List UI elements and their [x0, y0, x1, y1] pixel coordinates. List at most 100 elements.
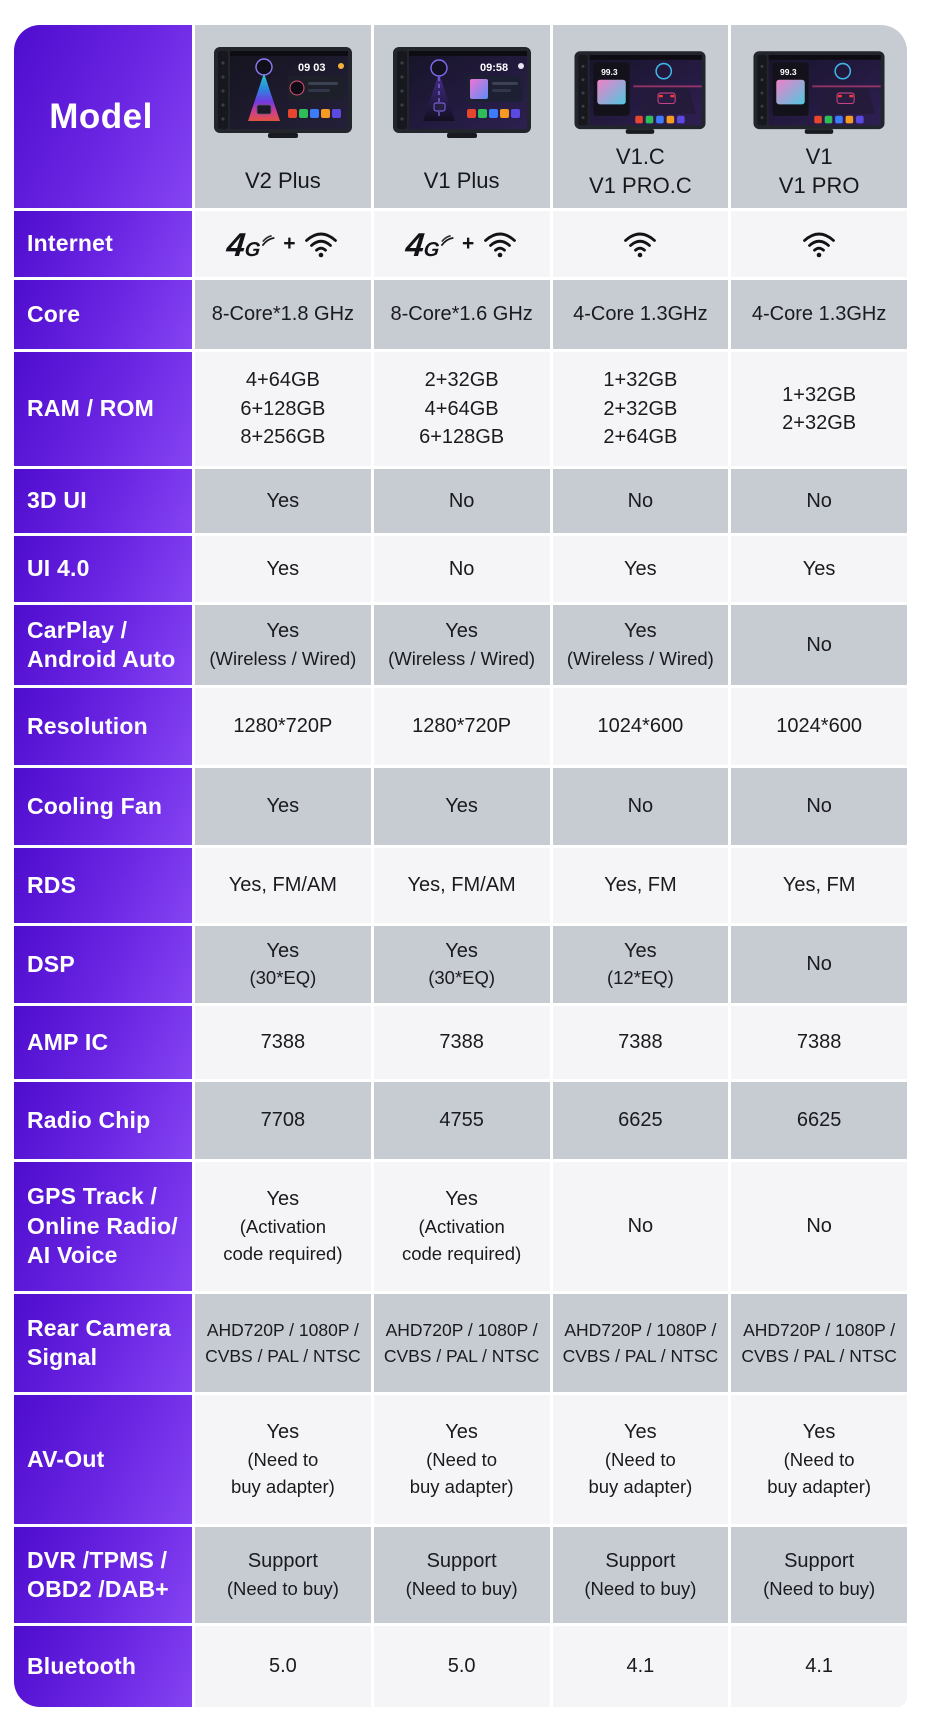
table-cell: 4.1: [552, 1626, 729, 1707]
table-cell: Yes: [195, 536, 371, 602]
cell-text: No: [627, 1215, 654, 1238]
row-label-text: Signal: [27, 1344, 98, 1370]
cell-text: Yes: [445, 620, 478, 643]
table-cell: Yes: [731, 536, 907, 602]
product-name-line: V2 Plus: [244, 168, 321, 194]
table-cell: Yes (Activation code required): [195, 1162, 371, 1291]
cell-text: CVBS / PAL / NTSC: [741, 1346, 897, 1366]
cell-text: 6625: [796, 1109, 842, 1132]
table-cell: [552, 211, 729, 277]
product-image-v1c: 99.3: [574, 51, 706, 134]
row-label-radio-chip: Radio Chip: [14, 1082, 192, 1159]
screen-app-icons: [635, 115, 685, 124]
row-label-ram-rom: RAM / ROM: [14, 352, 192, 466]
cell-text: (12*EQ): [606, 967, 674, 989]
4g-icon-letter: G: [243, 238, 262, 261]
table-cell: No: [731, 768, 907, 845]
table-cell: Yes: [195, 768, 371, 845]
product-header-v1: 99.3 V1 V1 PRO: [731, 25, 907, 208]
row-label-text: OBD2 /DAB+: [27, 1576, 169, 1602]
cell-text: (Need to: [426, 1448, 498, 1470]
table-cell: Yes: [195, 469, 371, 533]
product-header-v2-plus: 09 03 V2 Plus: [195, 25, 371, 208]
product-name-v2-plus: V2 Plus: [245, 167, 321, 196]
cell-text: 2+32GB: [782, 412, 857, 434]
cell-text: Yes: [266, 1421, 300, 1444]
table-cell: No: [731, 469, 907, 533]
product-name-line: V1.C: [615, 144, 665, 169]
cell-text: Yes: [445, 1421, 478, 1444]
cell-text: 1280*720P: [412, 715, 512, 738]
row-label-av-out: AV-Out: [14, 1395, 192, 1524]
row-label-gps-track: GPS Track / Online Radio/AI Voice: [14, 1162, 192, 1291]
row-label-text: GPS Track /: [27, 1183, 158, 1210]
cell-text: Yes: [802, 1421, 836, 1444]
cell-text: Yes: [445, 1188, 478, 1211]
table-cell: Yes, FM/AM: [373, 848, 550, 923]
cell-text: 4-Core 1.3GHz: [751, 303, 887, 326]
table-cell: No: [552, 768, 729, 845]
row-label-text: Core: [27, 300, 81, 327]
cell-text: Yes: [266, 489, 300, 512]
table-cell: 8-Core*1.8 GHz: [195, 280, 371, 349]
row-label-dvr-tpms: DVR /TPMS / OBD2 /DAB+: [14, 1527, 192, 1623]
cell-text: 8-Core*1.8 GHz: [211, 303, 355, 326]
cell-text: 5.0: [268, 1655, 297, 1678]
row-label-text: DVR /TPMS /: [27, 1546, 168, 1573]
cell-text: buy adapter): [588, 1475, 693, 1497]
cell-text: (Need to buy): [405, 1577, 518, 1599]
cell-text: CVBS / PAL / NTSC: [562, 1346, 719, 1366]
table-cell: Yes (30*EQ): [373, 926, 550, 1003]
row-label-text: UI 4.0: [27, 555, 90, 582]
cell-text: 5.0: [447, 1655, 476, 1678]
row-label-cooling-fan: Cooling Fan: [14, 768, 192, 845]
cell-text: 6+128GB: [240, 397, 326, 420]
table-cell: 6625: [552, 1082, 729, 1159]
cell-text: 7388: [260, 1031, 306, 1054]
row-label-text: CarPlay /: [27, 616, 128, 643]
row-label-text: Cooling Fan: [27, 792, 163, 819]
table-cell: 5.0: [373, 1626, 550, 1707]
cell-text: (Need to: [783, 1448, 855, 1470]
table-cell: No: [731, 605, 907, 685]
cell-text: 7388: [618, 1031, 663, 1054]
table-cell: Yes: [552, 536, 729, 602]
product-name-v1-plus: V1 Plus: [424, 167, 500, 196]
cell-text: 8-Core*1.6 GHz: [390, 303, 533, 326]
screen-app-icons: [814, 115, 864, 124]
4g-icon-letter: G: [422, 238, 441, 261]
table-cell: 1280*720P: [373, 688, 550, 765]
row-label-text: Resolution: [27, 712, 148, 739]
cell-text: 4+64GB: [424, 397, 499, 420]
wifi-icon: [802, 231, 836, 258]
table-cell: Yes (Need to buy adapter): [552, 1395, 729, 1524]
cell-text: No: [806, 633, 832, 656]
cell-text: (Need to buy): [226, 1577, 339, 1599]
row-label-carplay: CarPlay / Android Auto: [14, 605, 192, 685]
cell-text: (Wireless / Wired): [388, 647, 536, 669]
row-label-rds: RDS: [14, 848, 192, 923]
cell-text: CVBS / PAL / NTSC: [383, 1346, 540, 1366]
table-cell: 7388: [195, 1006, 371, 1079]
product-name-v1: V1 V1 PRO: [779, 143, 860, 200]
cell-text: code required): [223, 1242, 343, 1264]
cell-text: AHD720P / 1080P /: [743, 1319, 896, 1340]
row-label-text: Internet: [27, 230, 113, 257]
table-cell: No: [552, 1162, 729, 1291]
cell-text: AHD720P / 1080P /: [385, 1319, 538, 1340]
table-cell: 1+32GB 2+32GB: [731, 352, 907, 466]
cell-text: (Need to: [604, 1448, 676, 1470]
product-screen-clock: 09 03: [298, 62, 326, 74]
row-label-text: Rear Camera: [27, 1314, 172, 1341]
cell-text: 2+32GB: [603, 397, 678, 420]
screen-app-icons: [466, 109, 520, 118]
screen-app-icons: [287, 109, 341, 118]
product-name-line: V1 Plus: [423, 168, 500, 194]
cell-text: (Wireless / Wired): [566, 647, 714, 669]
row-label-core: Core: [14, 280, 192, 349]
table-cell: No: [373, 469, 550, 533]
plus-sign: +: [283, 232, 296, 255]
